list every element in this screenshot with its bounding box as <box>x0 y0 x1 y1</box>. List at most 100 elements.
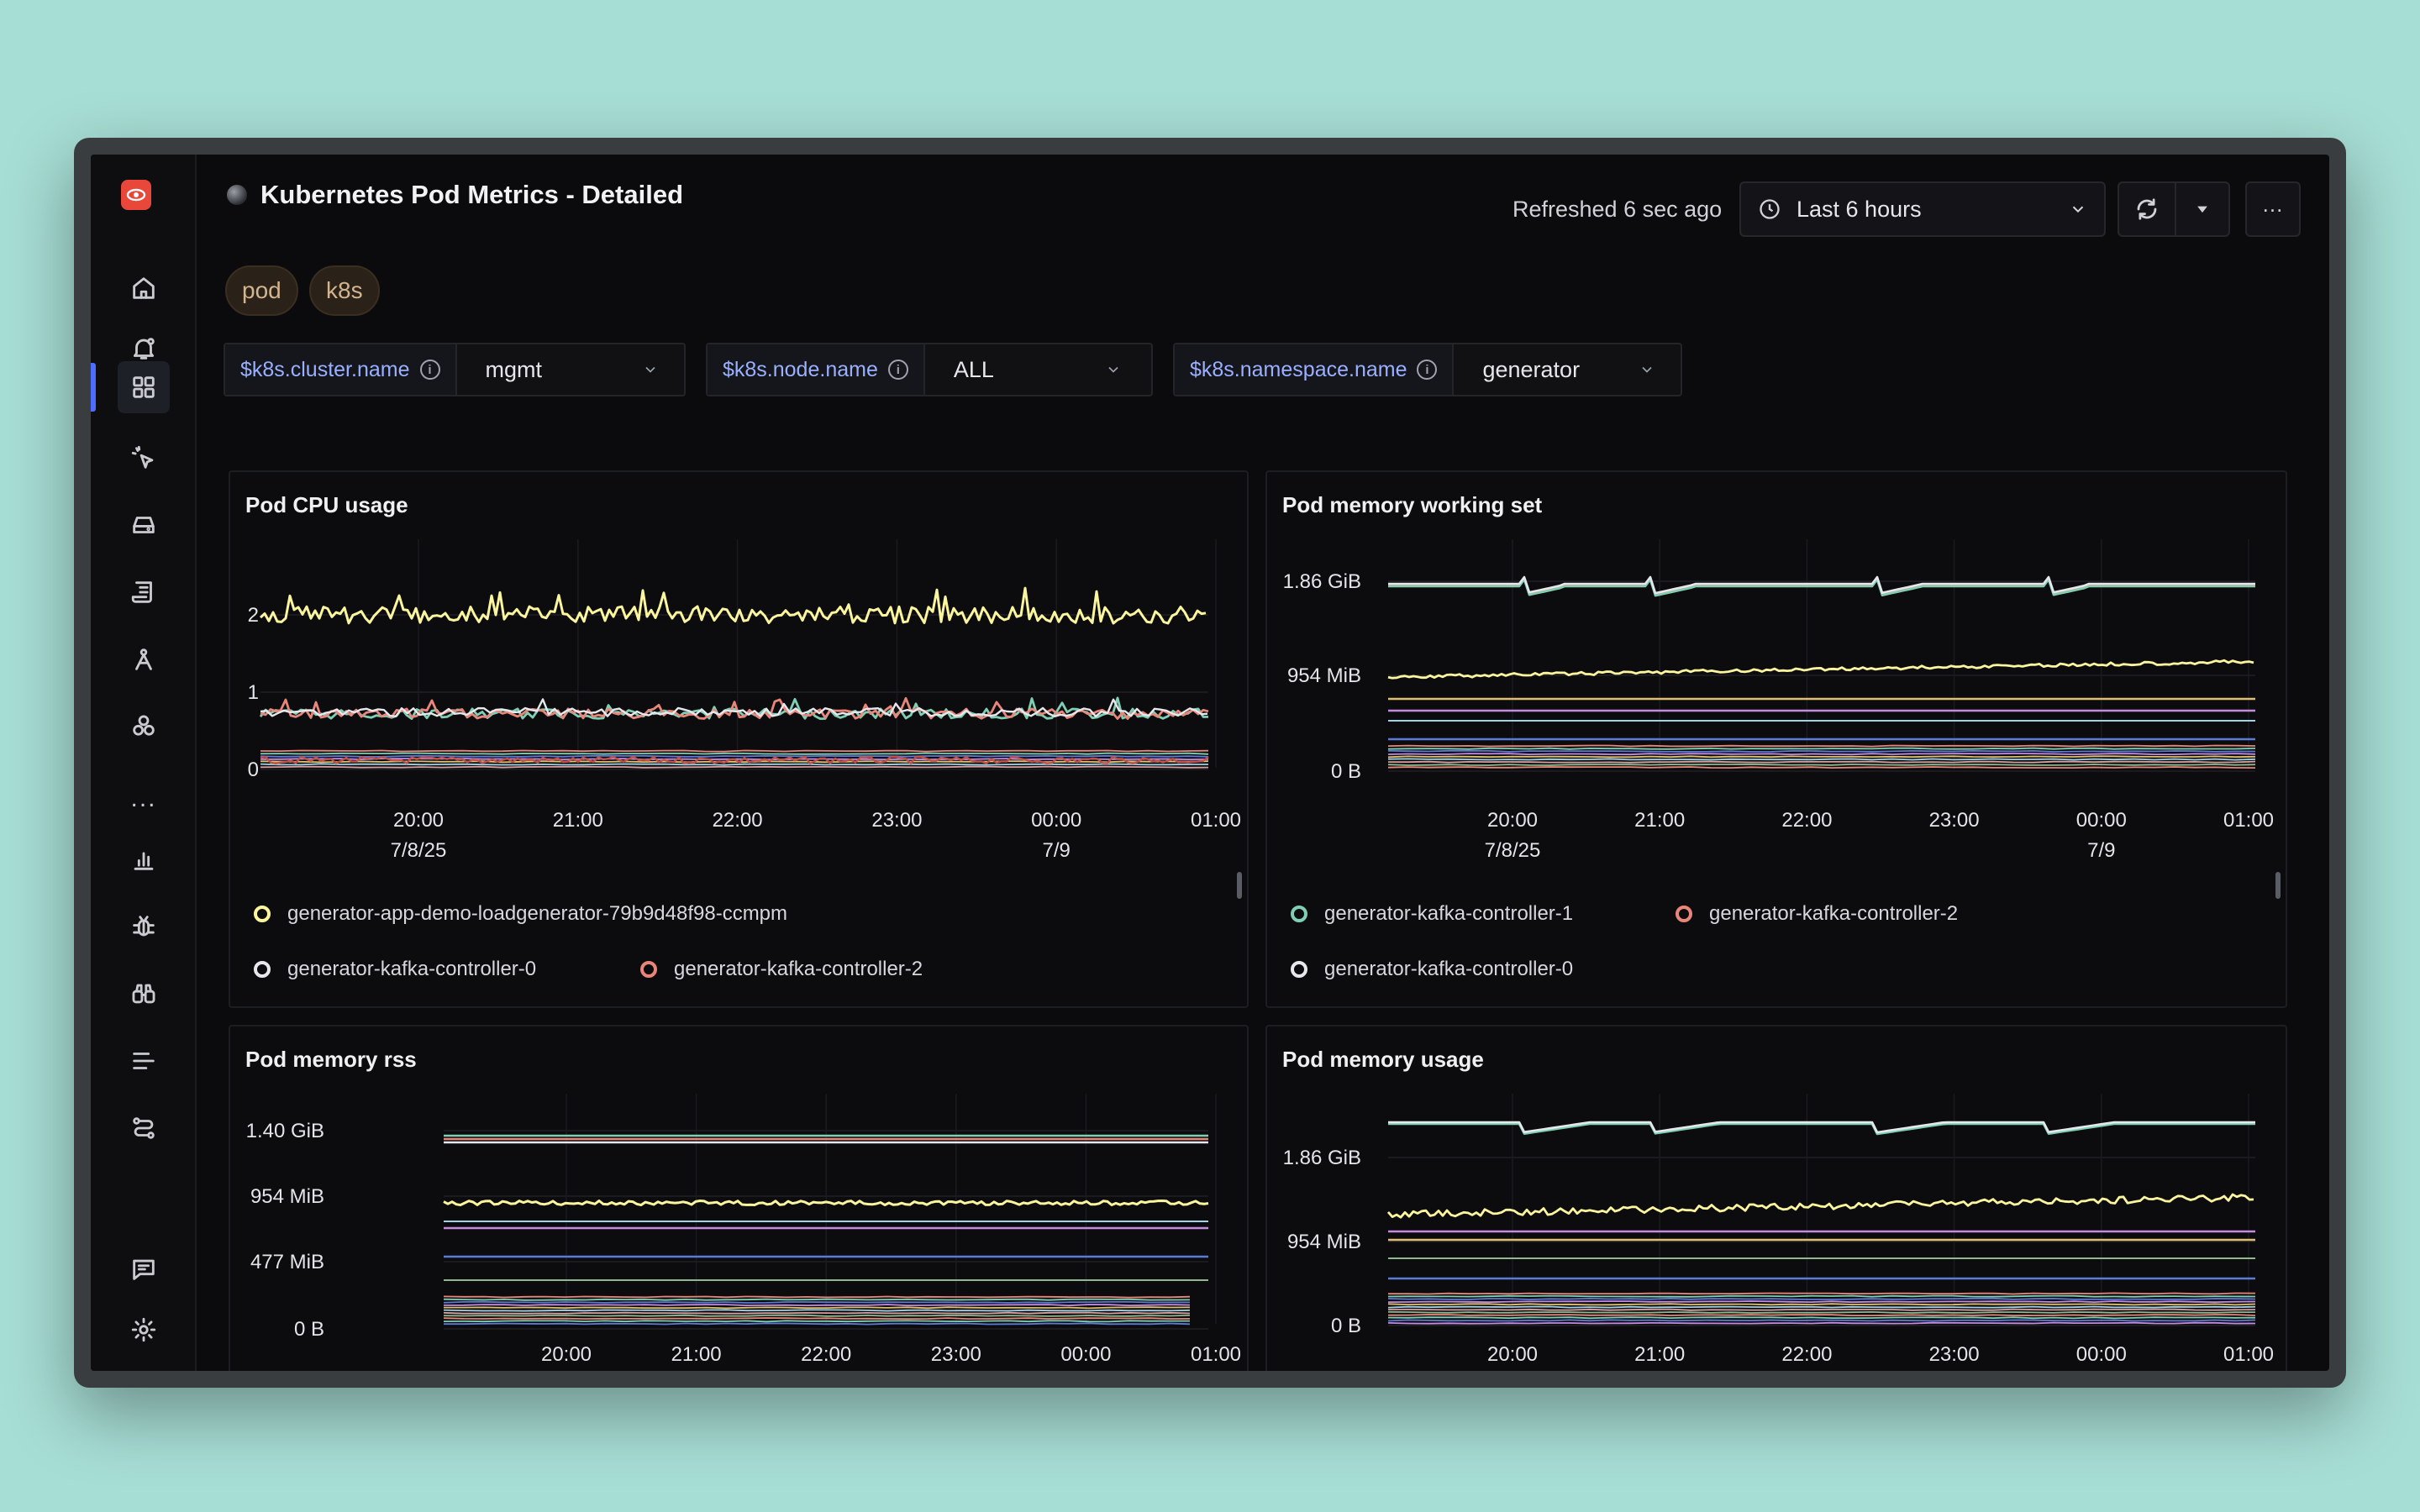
legend-item[interactable]: generator-kafka-controller-0 <box>254 958 536 981</box>
home-icon <box>133 277 155 299</box>
series-line-minor <box>260 754 1209 758</box>
legend-marker <box>254 906 271 922</box>
drive-icon <box>133 517 155 533</box>
services-icon <box>133 715 155 736</box>
memory-usage-chart[interactable]: 1.86 GiB 954 MiB 0 B 20:00 21:00 22:00 23:00 00… <box>1267 1026 2287 1371</box>
series-line-minor <box>444 1306 1191 1310</box>
variable-name: $k8s.node.name i <box>708 344 925 395</box>
app-logo[interactable] <box>121 180 151 210</box>
info-icon[interactable]: i <box>1417 360 1438 380</box>
sidebar-item-services[interactable] <box>118 701 170 753</box>
logs-icon <box>131 581 152 603</box>
series-line-kafka-controller-0 <box>260 698 1208 717</box>
series-line-minor <box>1387 744 2256 748</box>
y-tick-label: 1.40 GiB <box>246 1120 324 1142</box>
legend-label: generator-kafka-controller-1 <box>1324 902 1574 925</box>
caret-down-icon <box>2197 206 2207 213</box>
sidebar-item-logs[interactable] <box>118 566 170 618</box>
tag-k8s[interactable]: k8s <box>309 265 380 316</box>
variable-namespace[interactable]: $k8s.namespace.name i generator <box>1173 343 1682 396</box>
sidebar-item-feedback[interactable] <box>118 1243 170 1295</box>
cpu-chart[interactable]: 2 1 0 20:00 7/8/25 21:00 22:00 23:00 00:00 7/9 01:… <box>230 472 1249 1008</box>
y-tick-label: 2 <box>248 604 259 627</box>
legend-item[interactable]: generator-kafka-controller-1 <box>1291 902 1573 926</box>
sidebar-item-pipelines[interactable] <box>118 1035 170 1087</box>
x-tick-label: 22:00 <box>1781 1343 1832 1366</box>
panel-pod-cpu-usage[interactable]: Pod CPU usage 2 1 0 20:00 7/8/25 21:00 22:00 23… <box>229 470 1249 1008</box>
sidebar-item-monitors[interactable] <box>118 968 170 1020</box>
series-line-kafka-controller-0 <box>1388 575 2255 595</box>
sidebar-item-settings[interactable] <box>118 1304 170 1356</box>
x-tick-label: 20:00 <box>393 809 444 832</box>
legend-item[interactable]: generator-app-demo-loadgenerator-79b9d48… <box>254 902 787 926</box>
x-tick-label: 01:00 <box>1191 809 1241 832</box>
legend-marker <box>254 961 271 978</box>
y-tick-label: 1.86 GiB <box>1283 1147 1361 1169</box>
tag-pod[interactable]: pod <box>225 265 298 316</box>
series-line-minor <box>1387 755 2256 759</box>
series-line-loadgenerator <box>1386 1193 2254 1219</box>
series-line-minor <box>260 760 1209 764</box>
bug-icon <box>133 916 155 937</box>
variable-node[interactable]: $k8s.node.name i ALL <box>706 343 1153 396</box>
sidebar-item-traces[interactable] <box>118 633 170 685</box>
memory-working-set-chart[interactable]: 1.86 GiB 954 MiB 0 B 20:00 7/8/25 21:00 22:00 2… <box>1267 472 2287 1008</box>
sidebar-item-home[interactable] <box>118 262 170 314</box>
traces-icon <box>135 648 152 670</box>
x-tick-label: 01:00 <box>2223 1343 2274 1366</box>
legend-marker <box>1291 961 1307 978</box>
message-icon <box>133 1259 155 1280</box>
sidebar-item-more[interactable]: ... <box>118 773 170 825</box>
variable-label: $k8s.cluster.name <box>240 357 410 381</box>
sidebar-item-dashboards[interactable] <box>118 361 170 413</box>
legend-scrollbar[interactable] <box>2275 872 2281 899</box>
sidebar-item-infrastructure[interactable] <box>118 499 170 551</box>
panel-pod-memory-rss[interactable]: Pod memory rss 1.40 GiB 954 MiB 477 MiB 0 B… <box>229 1025 1249 1371</box>
chevron-down-icon <box>644 366 655 373</box>
info-icon[interactable]: i <box>887 360 908 380</box>
sidebar-item-alerts[interactable] <box>118 323 170 375</box>
variable-value-select[interactable]: ALL <box>925 344 1145 395</box>
legend-label: generator-app-demo-loadgenerator-79b9d48… <box>287 902 788 925</box>
y-tick-label: 1 <box>248 681 259 704</box>
legend-item[interactable]: generator-kafka-controller-2 <box>640 958 923 981</box>
panel-pod-memory-usage[interactable]: Pod memory usage 1.86 GiB 954 MiB 0 B 20:00… <box>1265 1025 2287 1371</box>
series-line-minor <box>1387 753 2256 756</box>
panel-title: Pod memory usage <box>1282 1047 1484 1072</box>
legend-item[interactable]: generator-kafka-controller-2 <box>1676 902 1958 926</box>
sidebar-item-integrations[interactable] <box>118 1102 170 1154</box>
route-icon <box>133 1117 155 1139</box>
x-tick-label: 01:00 <box>1191 1343 1241 1366</box>
series-line-minor <box>443 1300 1190 1304</box>
variable-value-select[interactable]: mgmt <box>457 344 682 395</box>
legend-item[interactable]: generator-kafka-controller-0 <box>1291 958 1573 981</box>
more-options-button[interactable]: ... <box>2245 181 2301 237</box>
x-tick-label: 23:00 <box>1929 809 1980 832</box>
series-line-minor <box>1387 749 2255 753</box>
series-line-minor <box>1387 1310 2255 1314</box>
sidebar-item-exceptions[interactable] <box>118 900 170 953</box>
series-line-kafka-controller-1 <box>259 696 1209 720</box>
variable-value-select[interactable]: generator <box>1454 344 1679 395</box>
sidebar-item-explore[interactable] <box>118 432 170 484</box>
info-icon[interactable]: i <box>419 360 440 380</box>
refresh-button[interactable] <box>2118 181 2176 237</box>
memory-rss-chart[interactable]: 1.40 GiB 954 MiB 477 MiB 0 B 20:00 21:00 22:00… <box>230 1026 1249 1371</box>
sidebar-item-metrics[interactable] <box>118 833 170 885</box>
legend-marker <box>1676 906 1692 922</box>
variable-cluster[interactable]: $k8s.cluster.name i mgmt <box>224 343 686 396</box>
series-line-minor <box>443 1317 1191 1320</box>
series-line-minor <box>1387 1305 2256 1309</box>
refresh-interval-dropdown[interactable] <box>2175 181 2230 237</box>
x-subtick-label: 7/8/25 <box>391 839 447 862</box>
legend-marker <box>1291 906 1307 922</box>
legend-marker <box>640 961 657 978</box>
series-line-minor <box>260 765 1209 769</box>
chevron-down-icon <box>1108 366 1118 373</box>
x-tick-label: 22:00 <box>1781 809 1832 832</box>
time-range-picker[interactable]: Last 6 hours <box>1739 181 2106 237</box>
panel-pod-memory-working-set[interactable]: Pod memory working set 1.86 GiB 954 MiB 0 … <box>1265 470 2287 1008</box>
refresh-icon <box>2137 198 2157 220</box>
legend-scrollbar[interactable] <box>1237 872 1242 899</box>
series-line-kafka-controller-1 <box>1388 578 2255 597</box>
